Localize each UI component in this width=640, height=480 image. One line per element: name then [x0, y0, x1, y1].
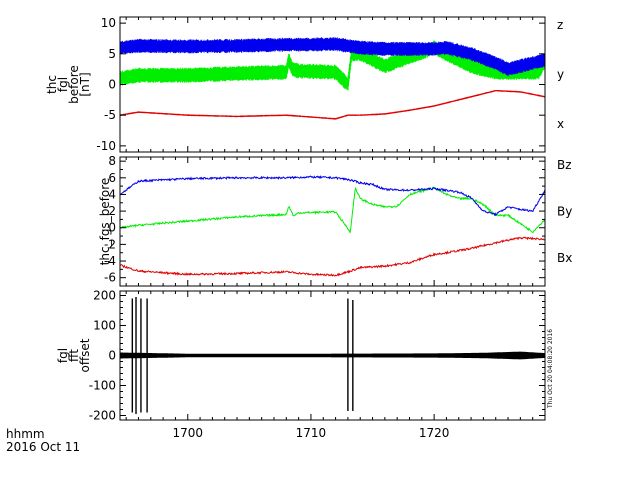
- panel-1-legend: x y z: [557, 18, 564, 131]
- ylabel-line: before: [67, 65, 81, 104]
- y-tick-label: -4: [104, 254, 116, 268]
- panel-fgl-before: -10 -5 0 5 10 thcfglbefore[nT] x y z: [45, 16, 564, 153]
- y-tick-label: -200: [89, 409, 116, 423]
- date-label: 2016 Oct 11: [6, 440, 80, 454]
- offset-noise-band: [119, 351, 546, 360]
- legend-y: y: [557, 68, 564, 82]
- panel-2-ylabel: thc_fgs_before: [98, 178, 112, 266]
- y-tick-label: -100: [89, 379, 116, 393]
- legend-x: x: [557, 117, 564, 131]
- y-tick-label: 5: [108, 47, 116, 61]
- panel-3-ylabel: fglfftoffset: [56, 338, 92, 372]
- panel-2-frame: [119, 156, 546, 287]
- panel-3-axes: -200 -100 0 100 200 1700 1710 1720: [89, 289, 546, 440]
- y-tick-label: -6: [104, 271, 116, 285]
- y-tick-label: 4: [108, 187, 116, 201]
- y-tick-label: -10: [96, 139, 116, 153]
- y-tick-label: 8: [108, 154, 116, 168]
- ylabel-line: fft: [67, 349, 81, 362]
- timestamp-label: Thu Oct 20 04:08:20 2016: [547, 329, 554, 409]
- panel-fft-offset: -200 -100 0 100 200 1700 1710 1720 fglfftoffset: [56, 289, 546, 440]
- y-tick-label: 0: [108, 221, 116, 235]
- panel-1-ylabel: thcfglbefore[nT]: [45, 65, 92, 104]
- ylabel-line: fgl: [56, 348, 70, 363]
- y-tick-label: 0: [108, 78, 116, 92]
- ylabel-line: fgl: [56, 77, 70, 92]
- panel-2-axes: -6 -4 -2 0 2 4 6 8: [104, 154, 546, 287]
- legend-Bx: Bx: [557, 251, 572, 265]
- xaxis-name-label: hhmm: [6, 427, 45, 441]
- y-tick-label: 10: [101, 16, 116, 30]
- legend-By: By: [557, 205, 572, 219]
- series-Bz-line: [119, 175, 546, 217]
- y-tick-label: 6: [108, 171, 116, 185]
- x-tick-label: 1720: [419, 426, 450, 440]
- ylabel-line: [nT]: [78, 72, 92, 96]
- y-tick-label: 100: [93, 319, 116, 333]
- x-tick-label: 1710: [296, 426, 327, 440]
- panel-1-data: [119, 37, 546, 120]
- panel-1-axes: -10 -5 0 5 10: [96, 16, 546, 153]
- y-tick-label: -5: [104, 108, 116, 122]
- legend-z: z: [557, 18, 563, 32]
- panel-1-frame: [119, 16, 546, 153]
- panel-2-legend: Bx By Bz: [557, 158, 572, 265]
- panel-2-data: [119, 175, 546, 277]
- series-x-band: [119, 90, 546, 120]
- panel-fgs-before: -6 -4 -2 0 2 4 6 8 thc_fgs_before Bx By Bz: [98, 154, 572, 287]
- y-tick-label: 0: [108, 349, 116, 363]
- y-tick-label: -2: [104, 237, 116, 251]
- y-tick-label: 2: [108, 204, 116, 218]
- legend-Bz: Bz: [557, 158, 572, 172]
- y-tick-label: 200: [93, 289, 116, 303]
- x-tick-label: 1700: [172, 426, 203, 440]
- ylabel-line: offset: [78, 338, 92, 372]
- panel-3-data: [119, 297, 546, 414]
- series-Bx-line: [119, 236, 546, 277]
- ylabel-line: thc: [45, 75, 59, 94]
